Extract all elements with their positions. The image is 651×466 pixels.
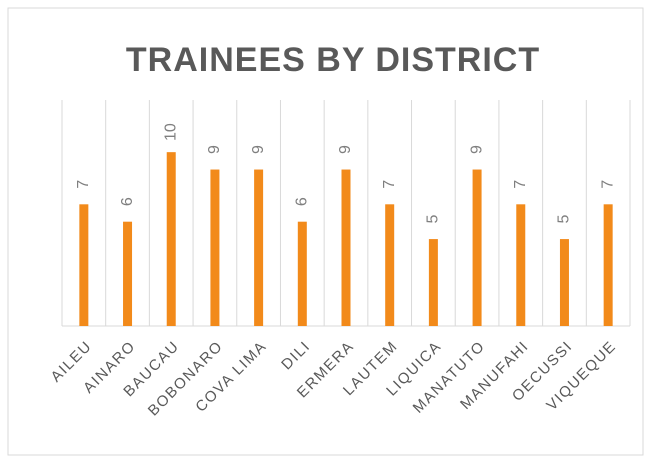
data-label: 5 (425, 215, 442, 224)
data-label: 10 (162, 123, 179, 141)
bar (428, 239, 438, 326)
bar (254, 169, 264, 326)
data-label: 5 (556, 215, 573, 224)
data-label: 7 (381, 180, 398, 189)
bar (341, 169, 351, 326)
bar (210, 169, 220, 326)
data-label: 9 (337, 145, 354, 154)
chart-border (7, 7, 644, 456)
bar (385, 204, 395, 326)
data-label: 9 (468, 145, 485, 154)
bar (79, 204, 89, 326)
data-label: 7 (75, 180, 92, 189)
bar (603, 204, 613, 326)
data-label: 6 (294, 197, 311, 206)
data-label: 7 (599, 180, 616, 189)
data-label: 9 (206, 145, 223, 154)
bar (472, 169, 482, 326)
bar (297, 221, 307, 326)
data-label: 9 (250, 145, 267, 154)
bar (123, 221, 133, 326)
data-label: 6 (119, 197, 136, 206)
data-label: 7 (512, 180, 529, 189)
bar (166, 152, 176, 326)
bar (516, 204, 526, 326)
chart-title: TRAINEES BY DISTRICT (126, 41, 540, 79)
bar (559, 239, 569, 326)
